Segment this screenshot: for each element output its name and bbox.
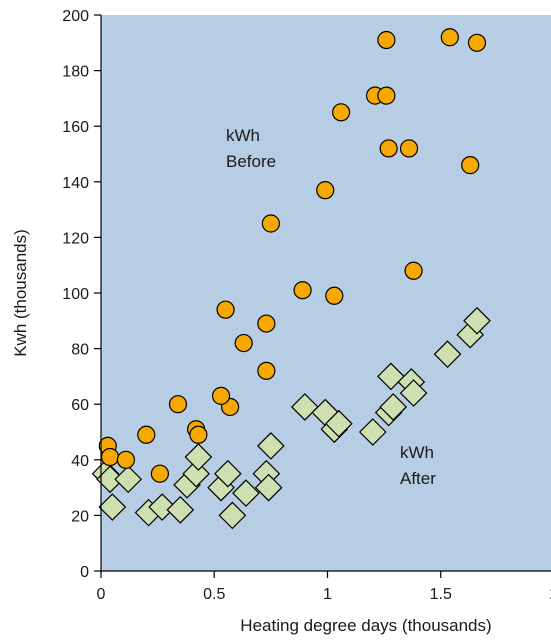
after-point [324, 409, 353, 438]
after-point [166, 495, 195, 524]
x-tick-label: 2 [550, 586, 551, 603]
series-after [91, 306, 491, 530]
before-point [211, 386, 231, 405]
x-tick-label: 1 [323, 586, 332, 603]
x-axis-label: Heating degree days (thousands) [240, 616, 491, 635]
after-point [98, 493, 127, 521]
after-point [463, 306, 491, 335]
before-point [257, 361, 276, 380]
before-point [137, 425, 156, 444]
after-point [291, 393, 319, 421]
y-tick-label: 200 [62, 8, 89, 25]
after-point [114, 465, 143, 494]
annotations: kWh Before kWh After [226, 126, 436, 488]
before-point [257, 314, 276, 333]
before-point [379, 139, 398, 158]
x-tick-label: 1.5 [430, 586, 452, 603]
annotation-after-line2: After [400, 469, 436, 488]
before-point [234, 333, 253, 353]
after-point [433, 340, 462, 369]
series-before [98, 28, 487, 483]
y-tick-label: 160 [62, 119, 89, 136]
after-point [218, 501, 247, 530]
after-point [358, 418, 387, 446]
after-point [377, 362, 405, 391]
before-point [377, 30, 396, 50]
before-point [150, 464, 169, 483]
before-point [331, 103, 351, 122]
after-point [184, 443, 213, 471]
before-point [261, 214, 280, 233]
before-point [293, 281, 312, 300]
y-tick-label: 120 [62, 230, 89, 247]
before-point [467, 33, 487, 52]
after-point [213, 459, 242, 488]
axes [100, 15, 551, 572]
after-point [399, 379, 428, 407]
before-point [100, 447, 120, 467]
before-point [168, 395, 188, 414]
axis-ticks: 0 20 40 60 80 100 120 140 160 180 200 0 0.5 1 1.5 2 [62, 8, 551, 603]
annotation-after-line1: kWh [400, 443, 434, 462]
y-tick-label: 80 [71, 342, 89, 359]
before-point [116, 450, 136, 469]
annotation-before-line1: kWh [226, 126, 260, 145]
y-tick-label: 40 [71, 453, 89, 470]
after-point [254, 473, 283, 502]
before-point [404, 261, 423, 280]
before-point [189, 425, 208, 444]
y-tick-label: 0 [80, 564, 89, 581]
x-tick-label: 0.5 [203, 586, 225, 603]
annotation-before-line2: Before [226, 152, 276, 171]
after-point [257, 432, 285, 460]
before-point [399, 139, 419, 158]
before-point [461, 156, 480, 175]
y-tick-label: 20 [71, 508, 89, 525]
y-tick-label: 140 [62, 175, 89, 192]
y-tick-label: 100 [62, 286, 89, 303]
y-tick-label: 60 [71, 397, 89, 414]
after-point [379, 393, 408, 421]
x-tick-label: 0 [97, 586, 106, 603]
before-point [325, 286, 344, 305]
after-point [148, 493, 177, 521]
before-point [316, 181, 335, 200]
before-point [440, 28, 459, 47]
after-point [182, 459, 210, 488]
after-point [232, 479, 260, 508]
before-point [377, 86, 396, 105]
y-axis-label: Kwh (thousands) [11, 229, 30, 357]
y-tick-label: 180 [62, 64, 89, 81]
before-point [216, 300, 235, 319]
